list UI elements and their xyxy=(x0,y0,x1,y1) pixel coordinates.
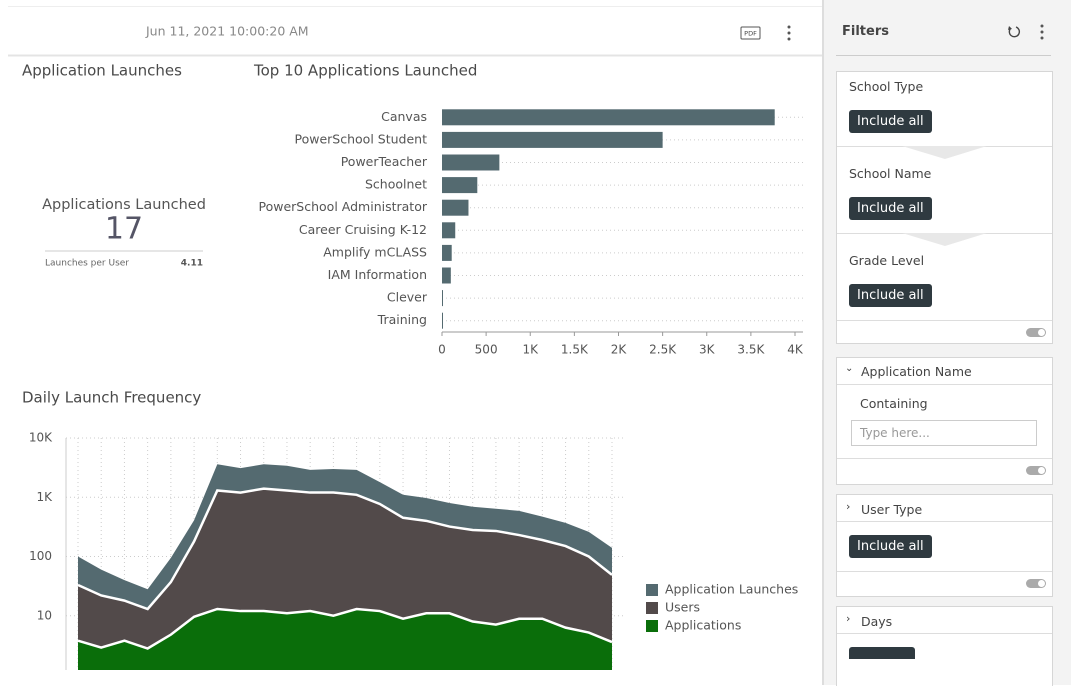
x-tick-label: 3.5K xyxy=(737,343,765,357)
expand-icon[interactable]: › xyxy=(846,612,851,625)
bar xyxy=(442,244,452,261)
pdf-button[interactable] xyxy=(740,26,761,40)
toggle[interactable] xyxy=(1026,579,1046,588)
area-edge xyxy=(77,487,613,611)
category-label: Schoolnet xyxy=(365,177,427,192)
pdf-label: PDF xyxy=(744,30,757,38)
filters-menu[interactable] xyxy=(1039,24,1045,40)
title-divider xyxy=(836,55,1051,56)
x-tick-label: 2K xyxy=(611,343,628,357)
x-tick-label: 1.5K xyxy=(561,343,589,357)
include-all-button[interactable]: Include all xyxy=(849,197,932,220)
bar xyxy=(442,109,775,126)
filter-label[interactable]: Application Name xyxy=(861,364,972,379)
section-divider xyxy=(837,384,1052,385)
y-tick-label: 10K xyxy=(29,431,53,445)
kpi-label: Applications Launched xyxy=(42,197,206,213)
x-tick-label: 0 xyxy=(438,343,446,357)
area-edge xyxy=(77,607,613,650)
kpi-sub-value: 4.11 xyxy=(181,259,203,269)
bar xyxy=(442,312,443,329)
y-tick-label: 100 xyxy=(29,549,52,563)
category-label: IAM Information xyxy=(328,267,427,282)
filter-box: ⌄ Application Name Containing Type here.… xyxy=(836,357,1053,485)
category-label: PowerSchool Student xyxy=(295,131,428,146)
containing-label: Containing xyxy=(860,396,928,411)
area-chart-title: Daily Launch Frequency xyxy=(22,389,201,407)
reset-icon[interactable] xyxy=(1007,25,1021,39)
legend-swatch xyxy=(646,620,658,632)
category-label: Canvas xyxy=(381,109,427,124)
category-label: PowerSchool Administrator xyxy=(259,199,428,214)
x-tick-label: 1K xyxy=(522,343,539,357)
filter-label: School Name xyxy=(849,166,932,181)
section-divider xyxy=(837,521,1052,522)
text-input[interactable]: Type here... xyxy=(851,420,1037,446)
toggle[interactable] xyxy=(1026,466,1046,475)
area xyxy=(78,608,612,670)
y-tick-label: 1K xyxy=(36,490,53,504)
bar xyxy=(442,177,478,194)
bar xyxy=(442,267,451,284)
include-all-button[interactable] xyxy=(849,647,915,659)
include-all-button[interactable]: Include all xyxy=(849,535,932,558)
filters-panel: Filters School Type Include all School N… xyxy=(823,0,1071,686)
expand-icon[interactable]: ⌄ xyxy=(845,363,854,374)
filter-group-box: School Type Include all School Name Incl… xyxy=(836,71,1053,344)
toggle-bar xyxy=(837,320,1052,343)
category-label: Clever xyxy=(387,290,428,305)
filters-title: Filters xyxy=(842,24,889,39)
legend-label: Application Launches xyxy=(665,582,798,597)
filter-box: › User Type Include all xyxy=(836,494,1053,597)
collapse-tab[interactable] xyxy=(822,320,823,360)
y-tick-label: 10 xyxy=(37,608,52,622)
chevron xyxy=(902,146,987,159)
legend-swatch xyxy=(646,602,658,614)
x-tick-label: 4K xyxy=(787,343,804,357)
category-label: PowerTeacher xyxy=(341,154,428,169)
section-divider xyxy=(837,633,1052,634)
toggle-bar xyxy=(837,571,1052,596)
filter-label: School Type xyxy=(849,79,924,94)
kpi-sub-label: Launches per User xyxy=(45,259,129,269)
main-view: Jun 11, 2021 10:00:20 AM PDF Application… xyxy=(0,0,823,685)
filter-label[interactable]: Days xyxy=(861,614,893,629)
x-tick-label: 2.5K xyxy=(649,343,677,357)
kpi-section-title: Application Launches xyxy=(22,62,182,80)
bar xyxy=(442,199,469,216)
bar xyxy=(442,222,456,239)
bar xyxy=(442,290,443,307)
x-tick-label: 500 xyxy=(475,343,498,357)
legend-label: Applications xyxy=(665,618,741,633)
header-bar xyxy=(0,0,822,55)
category-label: Amplify mCLASS xyxy=(323,244,427,259)
category-label: Career Cruising K-12 xyxy=(299,222,427,237)
bar xyxy=(442,154,500,171)
legend-swatch xyxy=(646,584,658,596)
kpi-value: 17 xyxy=(105,212,143,247)
include-all-button[interactable]: Include all xyxy=(849,284,932,307)
filter-label: Grade Level xyxy=(849,253,925,268)
toggle-bar xyxy=(837,458,1052,484)
bar xyxy=(442,131,663,148)
include-all-button[interactable]: Include all xyxy=(849,110,932,133)
legend-label: Users xyxy=(665,600,700,615)
chevron xyxy=(902,233,987,246)
filter-label[interactable]: User Type xyxy=(861,502,923,517)
timestamp: Jun 11, 2021 10:00:20 AM xyxy=(145,24,309,39)
more-menu[interactable] xyxy=(787,25,791,41)
expand-icon[interactable]: › xyxy=(846,500,851,513)
toggle[interactable] xyxy=(1026,328,1046,337)
x-tick-label: 3K xyxy=(699,343,716,357)
bar-chart-title: Top 10 Applications Launched xyxy=(253,62,477,80)
category-label: Training xyxy=(377,312,427,327)
filter-box: › Days xyxy=(836,606,1053,686)
